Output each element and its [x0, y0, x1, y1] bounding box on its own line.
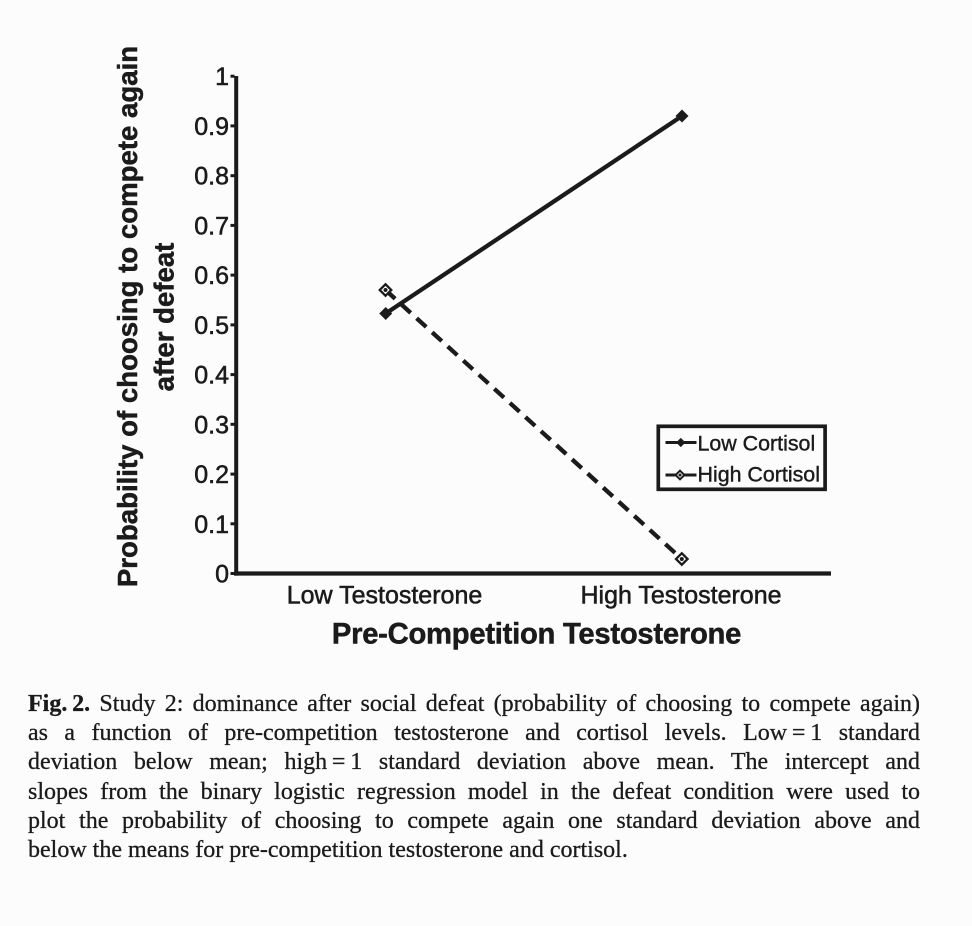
svg-text:0.1: 0.1: [194, 511, 229, 539]
svg-text:after defeat: after defeat: [149, 243, 180, 392]
svg-text:0.7: 0.7: [194, 212, 229, 240]
svg-text:Low Testosterone: Low Testosterone: [287, 581, 483, 609]
svg-text:0: 0: [215, 560, 229, 588]
svg-text:0.3: 0.3: [194, 411, 229, 439]
svg-text:0.6: 0.6: [194, 262, 229, 290]
svg-text:High Testosterone: High Testosterone: [580, 581, 781, 609]
svg-text:0.9: 0.9: [194, 113, 229, 141]
svg-text:0.8: 0.8: [194, 163, 229, 191]
svg-text:0.5: 0.5: [194, 312, 229, 340]
svg-text:1: 1: [215, 63, 229, 91]
svg-text:Pre-Competition Testosterone: Pre-Competition Testosterone: [332, 619, 741, 651]
svg-text:Low Cortisol: Low Cortisol: [698, 431, 816, 455]
svg-text:0.4: 0.4: [194, 362, 229, 390]
svg-text:High Cortisol: High Cortisol: [698, 463, 820, 487]
svg-text:Probability of choosing to com: Probability of choosing to compete again: [112, 46, 143, 587]
svg-text:0.2: 0.2: [194, 461, 229, 489]
